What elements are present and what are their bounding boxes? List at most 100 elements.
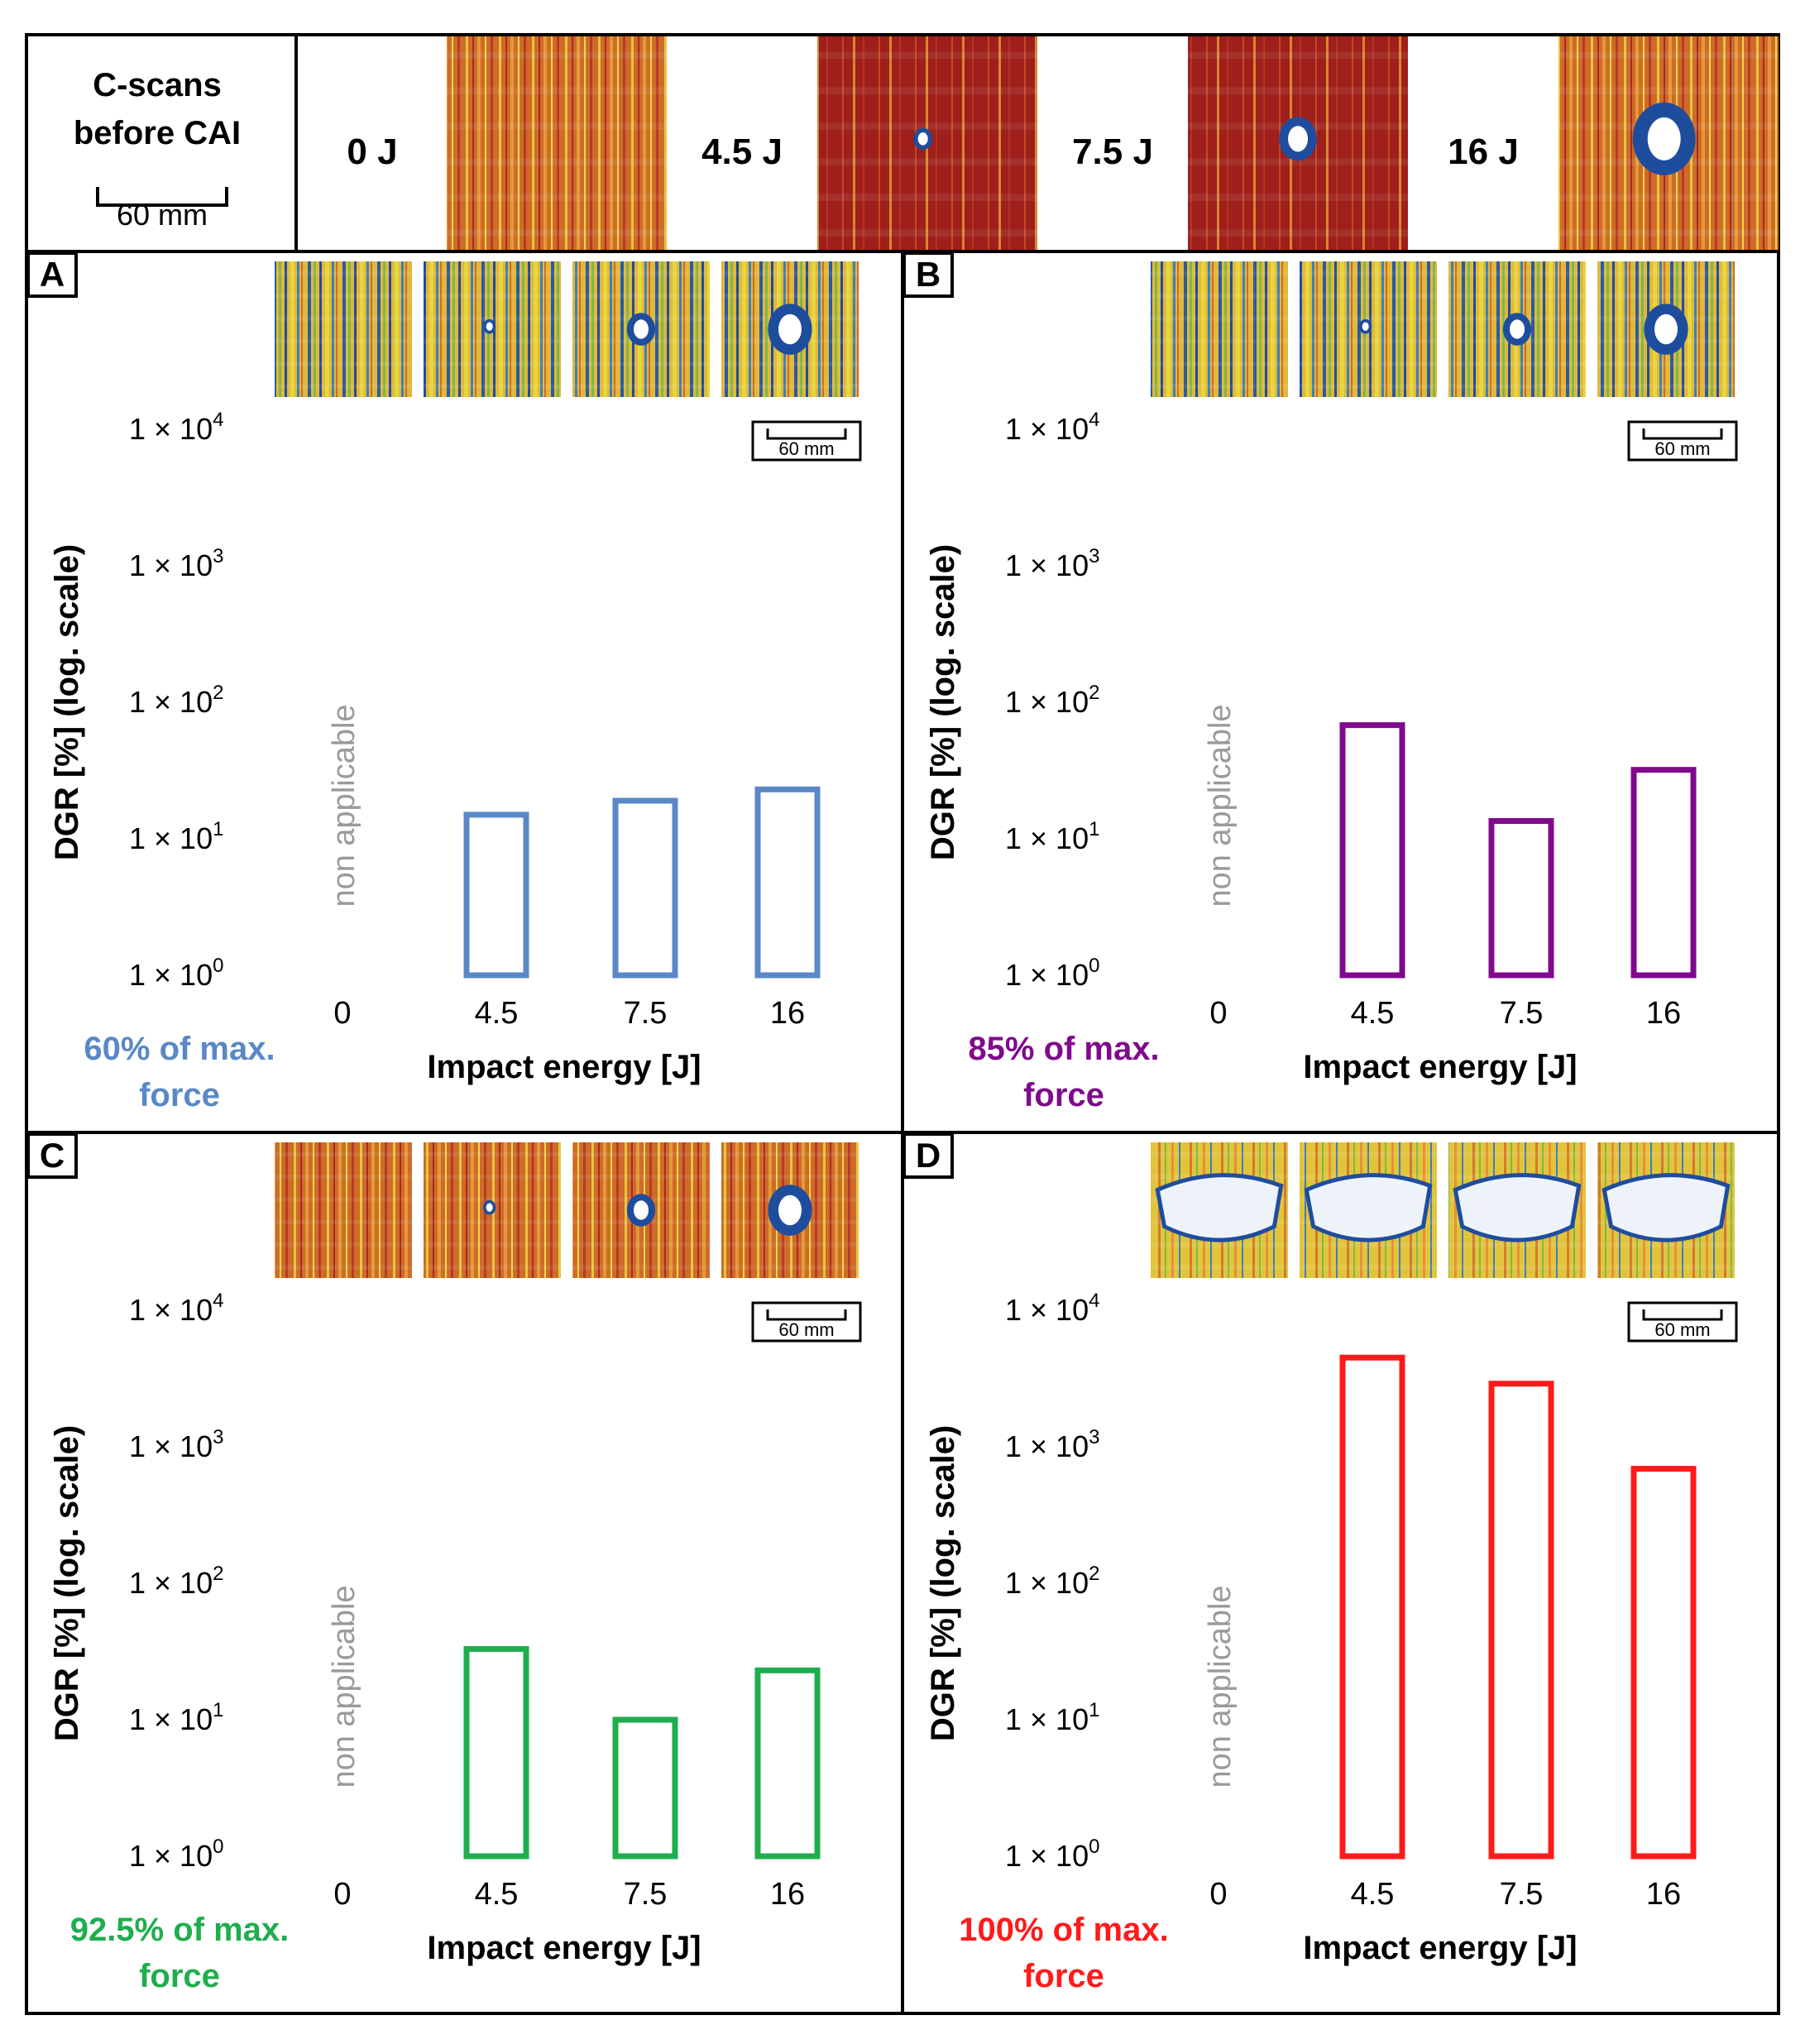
y-tick-label: 1 × 104 [129,409,223,446]
panel-cscan-thumbnail [424,261,561,397]
x-axis-label: Impact energy [J] [1303,1930,1577,1966]
x-tick-label: 7.5 [1500,996,1544,1031]
panel-letter: B [916,255,941,294]
header-title-line1: C-scans [93,67,222,103]
y-tick-label: 1 × 104 [1005,409,1099,446]
y-tick-label: 1 × 102 [1005,682,1099,719]
y-tick-label: 1 × 100 [129,955,223,992]
bar-4.5 [463,811,529,979]
x-tick-label: 16 [1646,996,1681,1031]
x-tick-label: 7.5 [624,996,668,1031]
y-tick-label: 1 × 100 [1005,1836,1099,1873]
panel-cscan-thumbnail [275,261,412,397]
x-tick-label: 16 [1646,1877,1681,1912]
x-tick-label: 0 [333,996,351,1031]
panel-cscan-thumbnail [1448,1142,1586,1278]
panel-cscan-thumbnail [572,261,710,397]
panel-cscan-thumbnail [275,1142,412,1278]
bar-16 [1630,1466,1697,1860]
y-tick-label: 1 × 104 [129,1290,223,1327]
bar-4.5 [463,1645,529,1860]
x-tick-label: 16 [770,1877,805,1912]
bar-7.5 [1488,817,1554,979]
panel-letter: C [40,1136,65,1175]
panel-letter-box [26,1132,78,1179]
panel-cscan-thumbnail [1597,1142,1735,1278]
scale-bar-box [751,420,862,462]
y-tick-label: 1 × 103 [1005,545,1099,582]
x-tick-label: 7.5 [1500,1877,1544,1912]
header-scale-bar-label: 60 mm [117,198,208,232]
y-tick-label: 1 × 103 [129,1426,223,1463]
panel-letter: A [40,255,65,294]
x-tick-label: 7.5 [624,1877,668,1912]
panel-letter-box [902,1132,954,1179]
x-axis-label: Impact energy [J] [427,1930,701,1966]
x-tick-label: 4.5 [475,1877,519,1912]
bar-4.5 [1339,1354,1405,1860]
y-tick-label: 1 × 101 [129,818,223,855]
header-scale-bar [96,187,228,207]
bar-7.5 [612,1716,678,1860]
panel-title: 85% of max. force [968,1031,1159,1113]
y-tick-label: 1 × 103 [1005,1426,1099,1463]
panel-title: 60% of max. force [84,1031,275,1113]
y-tick-label: 1 × 102 [129,1563,223,1600]
bar-16 [1630,767,1697,979]
x-axis-label: Impact energy [J] [427,1049,701,1085]
x-axis-label: Impact energy [J] [1303,1049,1577,1085]
non-applicable-annotation: non applicable [327,704,361,907]
y-tick-label: 1 × 103 [129,545,223,582]
header-cscan-image [1188,36,1408,250]
scale-bar [766,428,847,440]
header-energy-label: 0 J [347,132,397,172]
scale-bar-label: 60 mm [1654,438,1710,459]
header-energy-label: 7.5 J [1072,132,1153,172]
scale-bar-label: 60 mm [1654,1319,1710,1340]
panel-title: 92.5% of max. force [70,1912,290,1994]
panel-letter: D [916,1136,941,1175]
x-tick-label: 4.5 [1351,996,1395,1031]
bar-16 [754,1667,821,1860]
panel-a: A 60 mm DGR [%] (log. scale) 1 × 100 1 × 101… [25,250,904,1134]
bar-4.5 [1339,722,1405,979]
y-tick-label: 1 × 100 [1005,955,1099,992]
panel-letter-box [26,251,78,298]
y-tick-label: 1 × 104 [1005,1290,1099,1327]
y-tick-label: 1 × 101 [1005,818,1099,855]
bar-7.5 [1488,1381,1554,1860]
y-axis-label: DGR [%] (log. scale) [925,544,961,860]
y-tick-label: 1 × 101 [1005,1699,1099,1736]
panel-d: D 60 mm DGR [%] (log. scale) 1 × 100 1 × 101… [901,1131,1780,2015]
non-applicable-annotation: non applicable [1203,704,1238,907]
scale-bar-label: 60 mm [778,438,834,459]
header-cscan-image [447,36,667,250]
y-axis-label: DGR [%] (log. scale) [49,544,85,860]
y-tick-label: 1 × 101 [129,1699,223,1736]
panel-cscan-thumbnail [1300,261,1437,397]
panel-cscan-thumbnail [572,1142,710,1278]
y-tick-label: 1 × 102 [129,682,223,719]
non-applicable-annotation: non applicable [1203,1585,1238,1788]
non-applicable-annotation: non applicable [327,1585,361,1788]
header-energy-label: 16 J [1448,132,1519,172]
panel-frame [901,1131,1780,2015]
panel-cscan-thumbnail [1300,1142,1437,1278]
x-tick-label: 0 [1209,1877,1227,1912]
x-tick-label: 16 [770,996,805,1031]
panel-cscan-thumbnail [1597,261,1735,397]
header-cscan-image [817,36,1037,250]
x-tick-label: 4.5 [1351,1877,1395,1912]
panel-cscan-thumbnail [424,1142,561,1278]
scale-bar [766,1309,847,1321]
scale-bar-box [751,1301,862,1343]
bar-16 [754,786,821,979]
header-cscan-image [1558,36,1779,250]
x-tick-label: 0 [1209,996,1227,1031]
cscan-header: C-scans before CAI 60 mm 0 J 4.5 J 7.5 J 16 J [25,33,1780,253]
panel-title: 100% of max. force [959,1912,1168,1994]
panel-c: C 60 mm DGR [%] (log. scale) 1 × 100 1 × 101… [25,1131,904,2015]
scale-bar [1642,1309,1723,1321]
panel-cscan-thumbnail [721,1142,859,1278]
